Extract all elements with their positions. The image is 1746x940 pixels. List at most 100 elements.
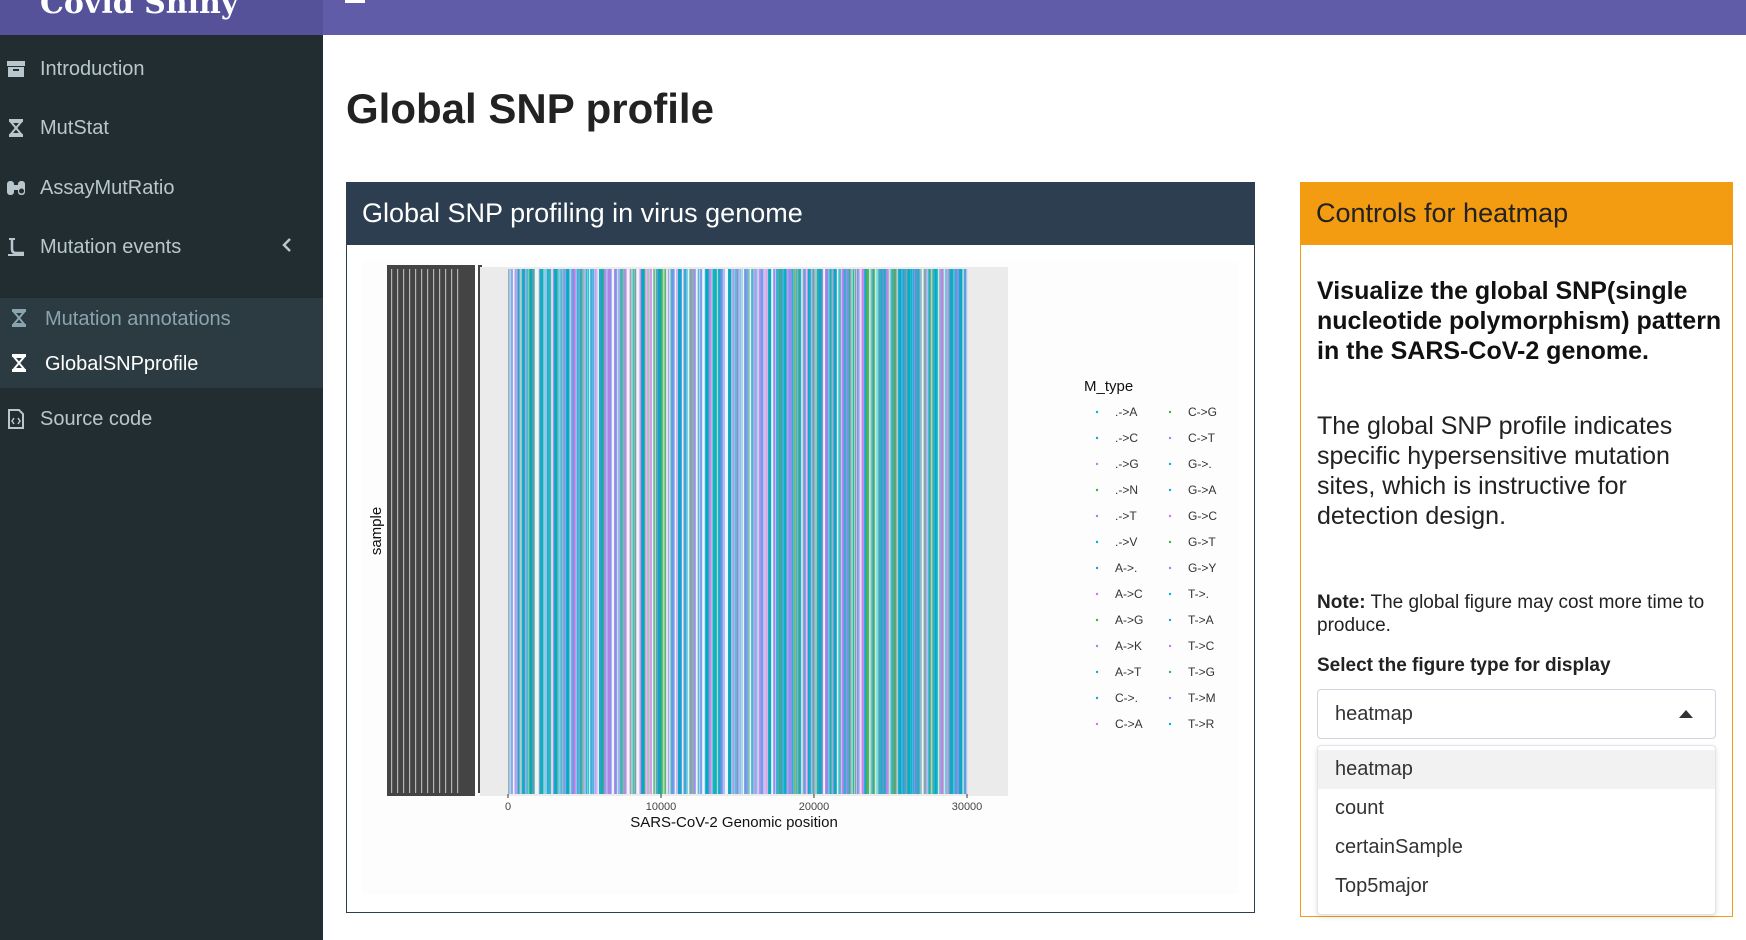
- heatmap-stripe: [620, 269, 623, 794]
- heatmap-stripe: [944, 269, 946, 794]
- heatmap-strong-stripe: [677, 269, 681, 794]
- heatmap-stripe: [694, 269, 695, 794]
- heatmap-plot: 0 10000 20000 30000 SARS-CoV-2 Genomic posit…: [362, 261, 1239, 894]
- heatmap-stripe: [790, 269, 794, 794]
- heatmap-stripe: [548, 269, 551, 794]
- heatmap-stripe: [924, 269, 926, 794]
- heatmap-stripe: [526, 269, 530, 794]
- dendrogram-gap: [421, 269, 423, 793]
- heatmap-stripe: [692, 269, 694, 794]
- heatmap-stripe: [845, 269, 848, 794]
- heatmap-stripe: [568, 269, 571, 794]
- heatmap-stripe: [878, 269, 880, 794]
- legend-label: .->C: [1115, 431, 1138, 445]
- heatmap-stripe: [953, 269, 956, 794]
- heatmap-stripe: [733, 269, 737, 794]
- heatmap-stripe: [687, 269, 688, 794]
- heatmap-stripe: [741, 269, 743, 794]
- heatmap-stripe: [560, 269, 562, 794]
- heatmap-stripe: [545, 269, 547, 794]
- menu-toggle-icon[interactable]: [345, 0, 365, 6]
- option-label: count: [1335, 797, 1384, 819]
- file-code-icon: [5, 409, 27, 431]
- heatmap-stripe: [894, 269, 897, 794]
- legend-label: .->V: [1115, 535, 1137, 549]
- heatmap-strong-stripe: [898, 269, 902, 794]
- heatmap-stripe: [607, 269, 611, 794]
- heatmap-stripe: [854, 269, 856, 794]
- sidebar-item-mutation-events[interactable]: Mutation events: [0, 222, 323, 276]
- sidebar-item-introduction[interactable]: Introduction: [0, 44, 323, 98]
- heatmap-stripe: [660, 269, 663, 794]
- legend-label: .->A: [1115, 405, 1137, 419]
- heatmap-stripe: [832, 269, 835, 794]
- heatmap-stripe: [510, 269, 512, 794]
- heatmap-stripe: [620, 269, 622, 794]
- sidebar-subitem-mutation-annotations[interactable]: Mutation annotations: [0, 298, 323, 342]
- heatmap-stripe: [948, 269, 951, 794]
- heatmap-stripe: [873, 269, 876, 794]
- heatmap-strong-stripe: [641, 269, 645, 794]
- heatmap-stripe: [859, 269, 861, 794]
- legend-label: G->.: [1188, 457, 1212, 471]
- binoculars-icon: [5, 178, 27, 200]
- legend-key: [1168, 410, 1172, 414]
- heatmap-strong-stripe: [705, 269, 709, 794]
- sidebar-subitem-globalsnpprofile[interactable]: GlobalSNPprofile: [0, 343, 323, 387]
- legend-key: [1168, 462, 1172, 466]
- heatmap-stripe: [690, 269, 693, 794]
- heatmap-stripe: [856, 269, 859, 794]
- sidebar-subitem-label: Mutation annotations: [45, 308, 231, 330]
- legend-label: T->G: [1188, 665, 1215, 679]
- heatmap-stripe: [927, 269, 931, 794]
- option-top5major[interactable]: Top5major: [1318, 867, 1715, 906]
- heatmap-stripe: [561, 269, 562, 794]
- heatmap-stripe: [838, 269, 840, 794]
- legend-key: [1095, 592, 1099, 596]
- heatmap-stripe: [700, 269, 703, 794]
- app-logo[interactable]: Covid Shiny: [0, 0, 323, 35]
- legend-key: [1095, 566, 1099, 570]
- option-heatmap[interactable]: heatmap: [1318, 750, 1715, 789]
- heatmap-strong-stripe: [833, 269, 837, 794]
- heatmap-stripe: [594, 269, 597, 794]
- heatmap-stripe: [940, 269, 944, 794]
- heatmap-stripe: [609, 269, 612, 794]
- legend-label: G->Y: [1188, 561, 1216, 575]
- heatmap-stripe: [906, 269, 908, 794]
- heatmap-stripe: [708, 269, 711, 794]
- heatmap-stripe: [803, 269, 806, 794]
- heatmap-stripe: [621, 269, 623, 794]
- heatmap-stripe: [877, 269, 880, 794]
- heatmap-stripe: [905, 269, 907, 794]
- heatmap-stripe: [617, 269, 621, 794]
- note-body: The global figure may cost more time to …: [1317, 592, 1705, 636]
- heatmap-stripe: [914, 269, 916, 794]
- sidebar-subitem-label: GlobalSNPprofile: [45, 353, 199, 375]
- legend-label: T->C: [1188, 639, 1215, 653]
- heatmap-stripe: [891, 269, 894, 794]
- legend-key: [1095, 514, 1099, 518]
- option-certainsample[interactable]: certainSample: [1318, 828, 1715, 867]
- heatmap-stripe: [558, 269, 560, 794]
- sidebar-item-mutstat[interactable]: MutStat: [0, 103, 323, 157]
- heatmap-stripe: [795, 269, 797, 794]
- heatmap-stripe: [647, 269, 651, 794]
- heatmap-stripe: [752, 269, 755, 794]
- heatmap-stripe: [761, 269, 763, 794]
- controls-box-title: Controls for heatmap: [1316, 198, 1569, 228]
- heatmap-stripe: [746, 269, 749, 794]
- heatmap-stripe: [880, 269, 883, 794]
- heatmap-stripe: [920, 269, 922, 794]
- sidebar-item-source-code[interactable]: Source code: [0, 394, 323, 448]
- heatmap-stripe: [553, 269, 555, 794]
- option-count[interactable]: count: [1318, 789, 1715, 828]
- figure-type-select[interactable]: heatmap: [1317, 689, 1716, 739]
- caret-up-icon: [1679, 710, 1693, 718]
- heatmap-stripe: [514, 269, 518, 794]
- sidebar-item-assaymutratio[interactable]: AssayMutRatio: [0, 163, 323, 217]
- heatmap-stripe: [923, 269, 926, 794]
- legend-key: [1095, 696, 1099, 700]
- heatmap-stripe: [684, 269, 687, 794]
- heatmap-stripe: [832, 269, 834, 794]
